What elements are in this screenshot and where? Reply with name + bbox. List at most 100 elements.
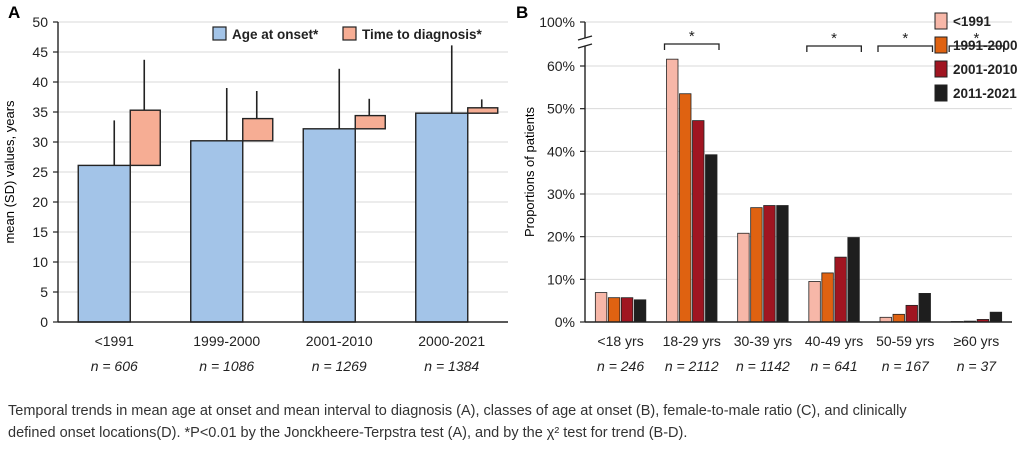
b-n-label: n = 641	[811, 358, 858, 374]
a-legend-label: Time to diagnosis*	[362, 27, 483, 42]
a-x-category-label: 1999-2000	[193, 333, 260, 349]
b-significance-star: *	[831, 30, 837, 47]
b-bar	[666, 58, 679, 323]
b-bar	[776, 205, 789, 323]
a-n-label: n = 1269	[312, 358, 367, 374]
b-y-tick-label: 20%	[547, 229, 575, 245]
a-bar-time-to-diagnosis	[467, 107, 499, 114]
b-y-tick-label: 50%	[547, 101, 575, 117]
a-y-tick-label: 20	[32, 194, 48, 210]
a-legend-swatch	[212, 26, 227, 41]
b-legend-swatch	[934, 60, 948, 78]
b-legend-label: 2011-2021	[953, 86, 1017, 101]
panel-a-legend: Age at onset* Time to diagnosis*	[212, 26, 483, 42]
a-y-tick-label: 0	[40, 314, 48, 330]
a-y-tick-label: 35	[32, 104, 48, 120]
a-bar-age-at-onset	[190, 140, 244, 323]
b-bar	[679, 93, 692, 323]
b-bar	[594, 292, 608, 323]
panel-b: B Proportions of patients 0% 10% 20% 30% 40%…	[516, 3, 1018, 374]
panel-b-axes	[577, 22, 1012, 323]
b-significance-star: *	[902, 30, 908, 47]
b-y-tick-label: 10%	[547, 271, 575, 287]
b-bar	[918, 293, 931, 323]
b-x-category-label: ≥60 yrs	[954, 333, 1000, 349]
b-y-tick-label-100: 100%	[539, 14, 575, 30]
b-n-label: n = 1142	[736, 358, 790, 374]
b-y-tick-label: 0%	[555, 314, 575, 330]
a-y-tick-label: 50	[32, 14, 48, 30]
b-n-label: n = 37	[957, 358, 998, 374]
b-axis-break-mark	[577, 43, 593, 49]
caption-line-1: Temporal trends in mean age at onset and…	[8, 403, 907, 419]
b-significance-bracket	[948, 45, 1005, 52]
b-bar	[847, 237, 860, 323]
b-x-category-label: 18-29 yrs	[663, 333, 721, 349]
a-bar-age-at-onset	[415, 112, 469, 323]
a-y-tick-label: 30	[32, 134, 48, 150]
panel-a: A mean (SD) values, years 0 5 10 15 20 25 30 35…	[2, 3, 508, 374]
a-y-tick-label: 15	[32, 224, 48, 240]
panel-a-label: A	[8, 3, 20, 22]
b-x-category-label: <18 yrs	[597, 333, 643, 349]
a-y-tick-label: 5	[40, 284, 48, 300]
b-y-tick-label: 40%	[547, 143, 575, 159]
b-legend-label: 2001-2010	[953, 62, 1018, 77]
b-bar	[834, 256, 847, 323]
b-significance-bracket	[806, 45, 862, 52]
b-bar	[763, 205, 776, 323]
a-y-tick-label: 25	[32, 164, 48, 180]
a-y-tick-label: 40	[32, 74, 48, 90]
b-legend-label: 1991-2000	[953, 38, 1018, 53]
b-legend-label: <1991	[953, 14, 991, 29]
caption-line-2: defined onset locations(D). *P<0.01 by t…	[8, 425, 688, 441]
panel-b-y-label: Proportions of patients	[522, 106, 537, 237]
a-x-category-label: <1991	[95, 333, 135, 349]
b-bar	[705, 154, 718, 323]
a-y-tick-label: 10	[32, 254, 48, 270]
b-bar	[879, 316, 892, 323]
b-significance-star: *	[689, 28, 695, 45]
panel-b-significance-brackets: * * * *	[663, 28, 1005, 52]
panel-b-x-labels: <18 yrs n = 246 18-29 yrs n = 2112 30-39 yrs…	[597, 333, 999, 374]
a-n-label: n = 1086	[199, 358, 254, 374]
b-bar	[821, 272, 834, 323]
b-bar	[692, 120, 705, 323]
a-y-tick-label: 45	[32, 44, 48, 60]
a-n-label: n = 606	[91, 358, 138, 374]
b-x-category-label: 40-49 yrs	[805, 333, 863, 349]
b-significance-bracket	[877, 45, 934, 52]
figure: A mean (SD) values, years 0 5 10 15 20 25 30 35…	[2, 3, 1018, 374]
figure-caption: Temporal trends in mean age at onset and…	[8, 400, 1008, 444]
b-bar	[808, 281, 821, 323]
b-bar	[905, 304, 918, 323]
panel-a-bars	[77, 45, 499, 323]
b-n-label: n = 167	[882, 358, 930, 374]
b-bar	[607, 297, 621, 323]
b-x-category-label: 30-39 yrs	[734, 333, 792, 349]
b-n-label: n = 246	[597, 358, 644, 374]
a-n-label: n = 1384	[424, 358, 479, 374]
b-bar	[633, 299, 647, 323]
a-legend-label: Age at onset*	[232, 27, 319, 42]
a-bar-age-at-onset	[77, 164, 131, 323]
a-bar-time-to-diagnosis	[354, 114, 386, 130]
b-axis-break-mark	[577, 35, 593, 41]
b-x-category-label: 50-59 yrs	[876, 333, 934, 349]
b-y-tick-label: 30%	[547, 186, 575, 202]
a-x-category-label: 2001-2010	[306, 333, 373, 349]
b-legend-swatch	[934, 36, 948, 54]
b-n-label: n = 2112	[665, 358, 719, 374]
b-legend-swatch	[934, 84, 948, 102]
b-significance-star: *	[973, 30, 979, 47]
panel-b-y-ticks: 0% 10% 20% 30% 40% 50% 60% 100%	[539, 14, 585, 330]
panel-a-y-label: mean (SD) values, years	[2, 100, 17, 244]
panel-a-y-ticks: 0 5 10 15 20 25 30 35 40 45 50	[32, 14, 58, 330]
b-significance-bracket	[663, 43, 720, 50]
a-bar-age-at-onset	[302, 128, 356, 323]
panel-b-gridlines	[585, 21, 1012, 323]
b-bar	[620, 297, 634, 323]
panel-a-x-labels: <1991 n = 606 1999-2000 n = 1086 2001-2010 n …	[91, 333, 486, 374]
b-bar	[989, 311, 1003, 323]
panel-b-legend: <1991 1991-2000 2001-2010 2011-2021	[934, 12, 1018, 102]
